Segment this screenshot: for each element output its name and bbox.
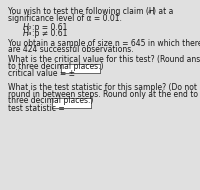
Text: H: H bbox=[23, 29, 29, 38]
Text: You wish to test the following claim (H: You wish to test the following claim (H bbox=[8, 7, 155, 16]
Text: What is the test statistic for this sample? (Do not: What is the test statistic for this samp… bbox=[8, 83, 197, 92]
Text: critical value = ±: critical value = ± bbox=[8, 69, 75, 78]
Text: :p = 0.61: :p = 0.61 bbox=[32, 23, 67, 32]
Text: significance level of α = 0.01.: significance level of α = 0.01. bbox=[8, 14, 122, 23]
Text: What is the critical value for this test? (Round answer: What is the critical value for this test… bbox=[8, 55, 200, 64]
Text: are 424 successful observations.: are 424 successful observations. bbox=[8, 45, 134, 54]
Text: You obtain a sample of size n = 645 in which there: You obtain a sample of size n = 645 in w… bbox=[8, 39, 200, 48]
Text: o: o bbox=[28, 25, 31, 30]
Text: round in between steps. Round only at the end to: round in between steps. Round only at th… bbox=[8, 90, 198, 99]
Text: H: H bbox=[23, 23, 29, 32]
Text: a: a bbox=[28, 31, 31, 36]
Text: a: a bbox=[148, 9, 151, 13]
Text: to three decimal places.): to three decimal places.) bbox=[8, 62, 104, 70]
Text: three decimal places.): three decimal places.) bbox=[8, 96, 93, 105]
Text: ) at a: ) at a bbox=[153, 7, 173, 16]
Text: :p ≠ 0.61: :p ≠ 0.61 bbox=[32, 29, 67, 38]
Text: test statistic =: test statistic = bbox=[8, 104, 65, 113]
